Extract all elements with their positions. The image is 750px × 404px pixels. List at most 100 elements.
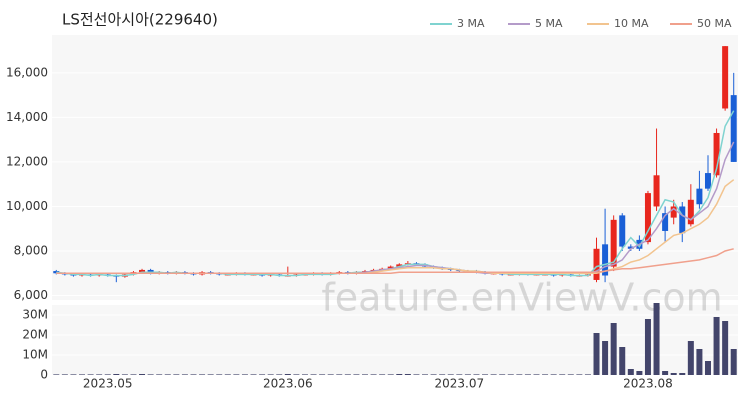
x-tick-label: 2023.07 [435, 377, 485, 391]
volume-bar [164, 374, 171, 375]
candle-body [610, 219, 617, 267]
volume-bar [507, 374, 514, 375]
x-tick-label: 2023.05 [83, 377, 133, 391]
volume-bar [276, 374, 283, 375]
volume-bar [87, 374, 94, 375]
volume-tick-label: 30M [22, 308, 48, 322]
candle-body [593, 248, 600, 280]
volume-bar [61, 374, 68, 375]
y-tick-label: 16,000 [6, 65, 48, 79]
ma-line [56, 248, 734, 275]
volume-bar [319, 374, 326, 375]
volume-bar [593, 333, 600, 375]
volume-bar [619, 347, 626, 375]
volume-bar [113, 374, 120, 375]
watermark: feature.enViewV.com [321, 276, 722, 320]
volume-bar [361, 374, 368, 375]
volume-bar [430, 374, 437, 375]
volume-bar [670, 373, 677, 375]
candle-body [619, 215, 626, 247]
volume-bar [559, 374, 566, 375]
legend-label: 5 MA [535, 17, 563, 30]
candle-body [722, 46, 729, 109]
volume-bar [79, 374, 86, 375]
volume-bar [379, 374, 386, 375]
candle-body [387, 266, 394, 269]
volume-bar [233, 374, 240, 375]
volume-bar [130, 374, 137, 375]
volume-bar [241, 374, 248, 375]
volume-bar [53, 374, 60, 375]
candle-body [602, 244, 609, 276]
y-tick-label: 8,000 [14, 244, 48, 258]
volume-bar [636, 371, 643, 375]
legend-label: 3 MA [457, 17, 485, 30]
volume-bar [121, 374, 128, 375]
volume-tick-label: 10M [22, 348, 48, 362]
volume-bar [644, 319, 651, 375]
x-tick-label: 2023.06 [263, 377, 313, 391]
volume-bar [267, 374, 274, 375]
volume-bar [396, 374, 403, 375]
volume-bar [610, 323, 617, 375]
volume-bar [250, 374, 257, 375]
chart-title: LS전선아시아(229640) [62, 11, 218, 29]
volume-bar [653, 303, 660, 375]
y-tick-label: 12,000 [6, 154, 48, 168]
volume-bar [422, 374, 429, 375]
volume-bar [473, 374, 480, 375]
volume-bar [259, 374, 266, 375]
legend-label: 50 MA [697, 17, 732, 30]
x-tick-label: 2023.08 [623, 377, 673, 391]
volume-bar [679, 373, 686, 375]
volume-bar [104, 374, 111, 375]
volume-bar [96, 374, 103, 375]
volume-bar [550, 374, 557, 375]
volume-tick-label: 20M [22, 328, 48, 342]
volume-bar [464, 374, 471, 375]
volume-bar [627, 369, 634, 375]
candle-body [139, 269, 146, 273]
volume-bar [336, 374, 343, 375]
volume-bar [216, 374, 223, 375]
volume-bar [413, 374, 420, 375]
y-tick-label: 14,000 [6, 110, 48, 124]
volume-bar [207, 374, 214, 375]
candle-body [679, 206, 686, 234]
candle-body [662, 213, 669, 231]
candle-body [713, 132, 720, 176]
volume-bar [284, 374, 291, 375]
candle-body [627, 246, 634, 249]
volume-bar [173, 374, 180, 375]
volume-bar [713, 317, 720, 375]
volume-bar [199, 374, 206, 375]
volume-tick-label: 0 [40, 368, 48, 382]
volume-bar [447, 374, 454, 375]
volume-bar [730, 349, 737, 375]
y-tick-label: 6,000 [14, 288, 48, 302]
volume-bar [190, 374, 197, 375]
candle-body [670, 206, 677, 218]
volume-bar [696, 349, 703, 375]
volume-bar [156, 374, 163, 375]
candle-body [53, 271, 60, 274]
y-tick-label: 10,000 [6, 199, 48, 213]
volume-bar [70, 374, 77, 375]
volume-bar [293, 374, 300, 375]
volume-bar [662, 371, 669, 375]
candle-body [704, 173, 711, 189]
volume-bar [722, 321, 729, 375]
volume-bar [482, 374, 489, 375]
volume-bar [139, 374, 146, 375]
volume-bar [147, 374, 154, 375]
volume-bar [542, 374, 549, 375]
candle-body [396, 264, 403, 267]
volume-bar [687, 341, 694, 375]
volume-bar [567, 374, 574, 375]
candle-body [696, 188, 703, 205]
volume-bar [344, 374, 351, 375]
legend-label: 10 MA [614, 17, 649, 30]
candle-body [730, 95, 737, 162]
